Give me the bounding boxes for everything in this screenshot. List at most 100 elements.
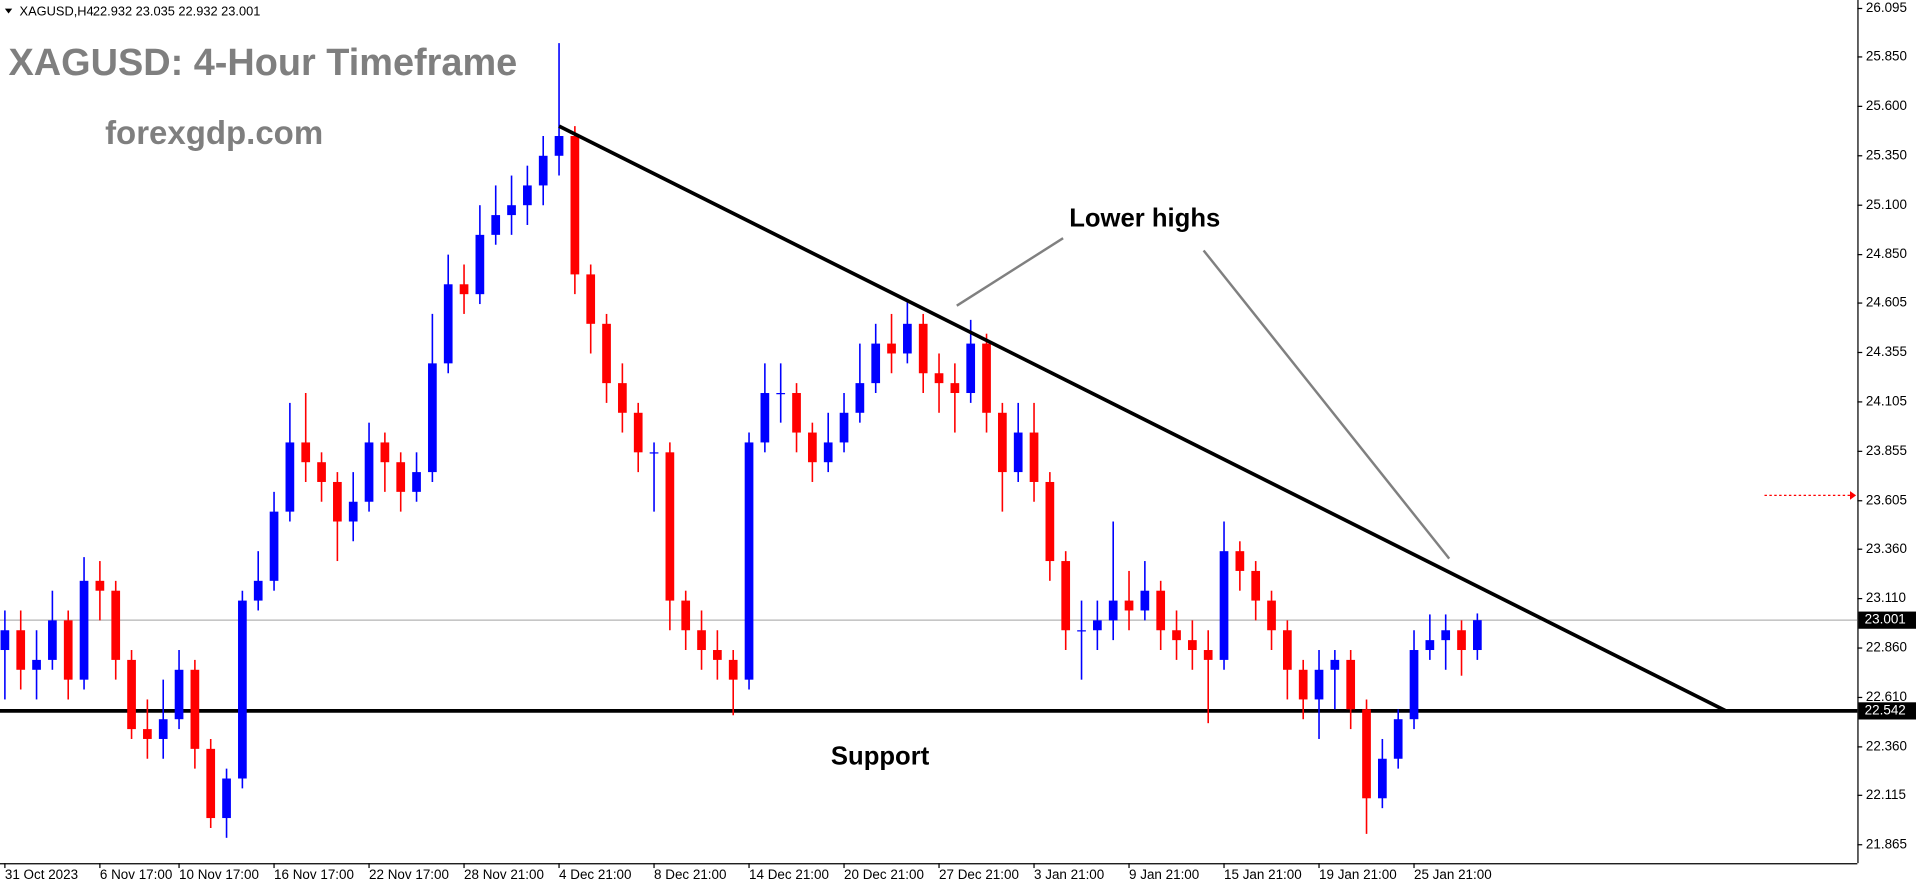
candle-body	[744, 442, 754, 680]
x-tick-label: 19 Jan 21:00	[1319, 867, 1397, 882]
candle-body	[380, 442, 390, 463]
candle-body	[190, 669, 200, 749]
header-low: 22.932	[178, 4, 217, 19]
candle-body	[697, 630, 706, 651]
y-tick-label: 26.095	[1866, 0, 1907, 15]
chart-title: XAGUSD: 4-Hour Timeframe	[9, 42, 518, 84]
x-tick-label: 27 Dec 21:00	[939, 867, 1019, 882]
candle-body	[523, 185, 532, 206]
candle-body	[871, 343, 881, 384]
candle-body	[127, 659, 136, 730]
candle-body	[443, 284, 453, 364]
annotation: Support	[831, 742, 930, 770]
candle-body	[839, 412, 849, 443]
y-tick-label: 23.605	[1866, 492, 1907, 507]
x-tick-label: 9 Jan 21:00	[1129, 867, 1199, 882]
candle-body	[1172, 630, 1181, 641]
header-high: 23.035	[136, 4, 175, 19]
candle-body	[238, 600, 247, 779]
candle-body	[1267, 600, 1276, 631]
y-tick-label: 25.600	[1866, 98, 1907, 113]
candle-body	[1346, 659, 1356, 710]
candle-body	[934, 373, 944, 384]
x-tick-label: 14 Dec 21:00	[749, 867, 829, 882]
candle-body	[1473, 620, 1482, 651]
candle-body	[412, 472, 421, 492]
current-price-label: 23.001	[1865, 612, 1906, 627]
candle-body	[1393, 719, 1403, 759]
candle-body	[0, 630, 10, 651]
support-price-label: 22.542	[1865, 702, 1906, 717]
x-tick-label: 20 Dec 21:00	[844, 867, 924, 882]
candle-body	[348, 501, 358, 522]
candle-body	[1378, 758, 1387, 799]
x-tick-label: 31 Oct 2023	[5, 867, 78, 882]
symbol: XAGUSD,H4	[20, 4, 94, 19]
candle-body	[602, 323, 611, 384]
x-tick-label: 15 Jan 21:00	[1224, 867, 1302, 882]
candle-body	[174, 669, 184, 720]
y-tick-label: 25.350	[1866, 147, 1907, 162]
candle-body	[428, 363, 437, 473]
candle-body	[111, 590, 121, 660]
candle-body	[79, 580, 89, 680]
x-tick-label: 3 Jan 21:00	[1034, 867, 1104, 882]
candle-body	[143, 729, 152, 739]
candle-body	[16, 630, 26, 670]
menu-arrow[interactable]	[4, 8, 13, 14]
candle-body	[618, 383, 627, 413]
x-tick-label: 16 Nov 17:00	[274, 867, 354, 882]
x-tick-label: 4 Dec 21:00	[559, 867, 631, 882]
alert-arrow	[1850, 491, 1857, 500]
candle-body	[649, 452, 659, 454]
candle-body	[982, 343, 991, 413]
candle-body	[1283, 630, 1292, 670]
candle-body	[459, 284, 469, 295]
candle-body	[728, 659, 738, 680]
y-tick-label: 22.115	[1866, 787, 1906, 802]
candle-body	[1314, 669, 1324, 700]
header-open: 22.932	[93, 4, 132, 19]
candle-body	[206, 748, 216, 819]
candle-body	[776, 393, 786, 395]
support-price-label-box	[1858, 702, 1916, 720]
candle-body	[32, 659, 41, 670]
candle-body	[1441, 630, 1451, 641]
x-tick-label: 28 Nov 21:00	[464, 867, 544, 882]
candle-body	[1093, 620, 1102, 631]
annotation: Lower highs	[1069, 205, 1220, 233]
y-tick-label: 22.610	[1866, 689, 1907, 704]
candle-body	[760, 393, 770, 443]
candle-body	[1203, 650, 1213, 660]
candle-body	[665, 452, 675, 601]
candle-body	[158, 719, 168, 739]
y-tick-label: 22.360	[1866, 738, 1907, 753]
candle-body	[1013, 432, 1023, 473]
header-close: 23.001	[221, 4, 260, 19]
y-tick-label: 21.865	[1866, 836, 1907, 851]
trendline	[558, 124, 1727, 713]
candle-body	[1188, 640, 1197, 651]
candle-body	[554, 136, 564, 156]
x-tick-label: 6 Nov 17:00	[100, 867, 172, 882]
candle-body	[364, 442, 374, 502]
y-tick-label: 24.105	[1866, 393, 1907, 408]
candle-body	[507, 205, 516, 216]
candle-body	[1219, 551, 1229, 660]
candle-body	[681, 600, 691, 631]
candle-body	[222, 778, 231, 819]
annotation-pointer	[956, 237, 1064, 307]
candle-body	[1124, 600, 1134, 611]
candle-body	[1362, 709, 1371, 799]
candle-body	[1140, 590, 1150, 611]
annotation-pointer	[1202, 249, 1451, 560]
y-tick-label: 25.850	[1866, 48, 1907, 63]
candle-body	[538, 155, 548, 186]
y-tick-label: 23.110	[1866, 590, 1906, 605]
candle-body	[1108, 600, 1118, 621]
candle-body	[1077, 630, 1086, 632]
candle-body	[1235, 551, 1245, 571]
